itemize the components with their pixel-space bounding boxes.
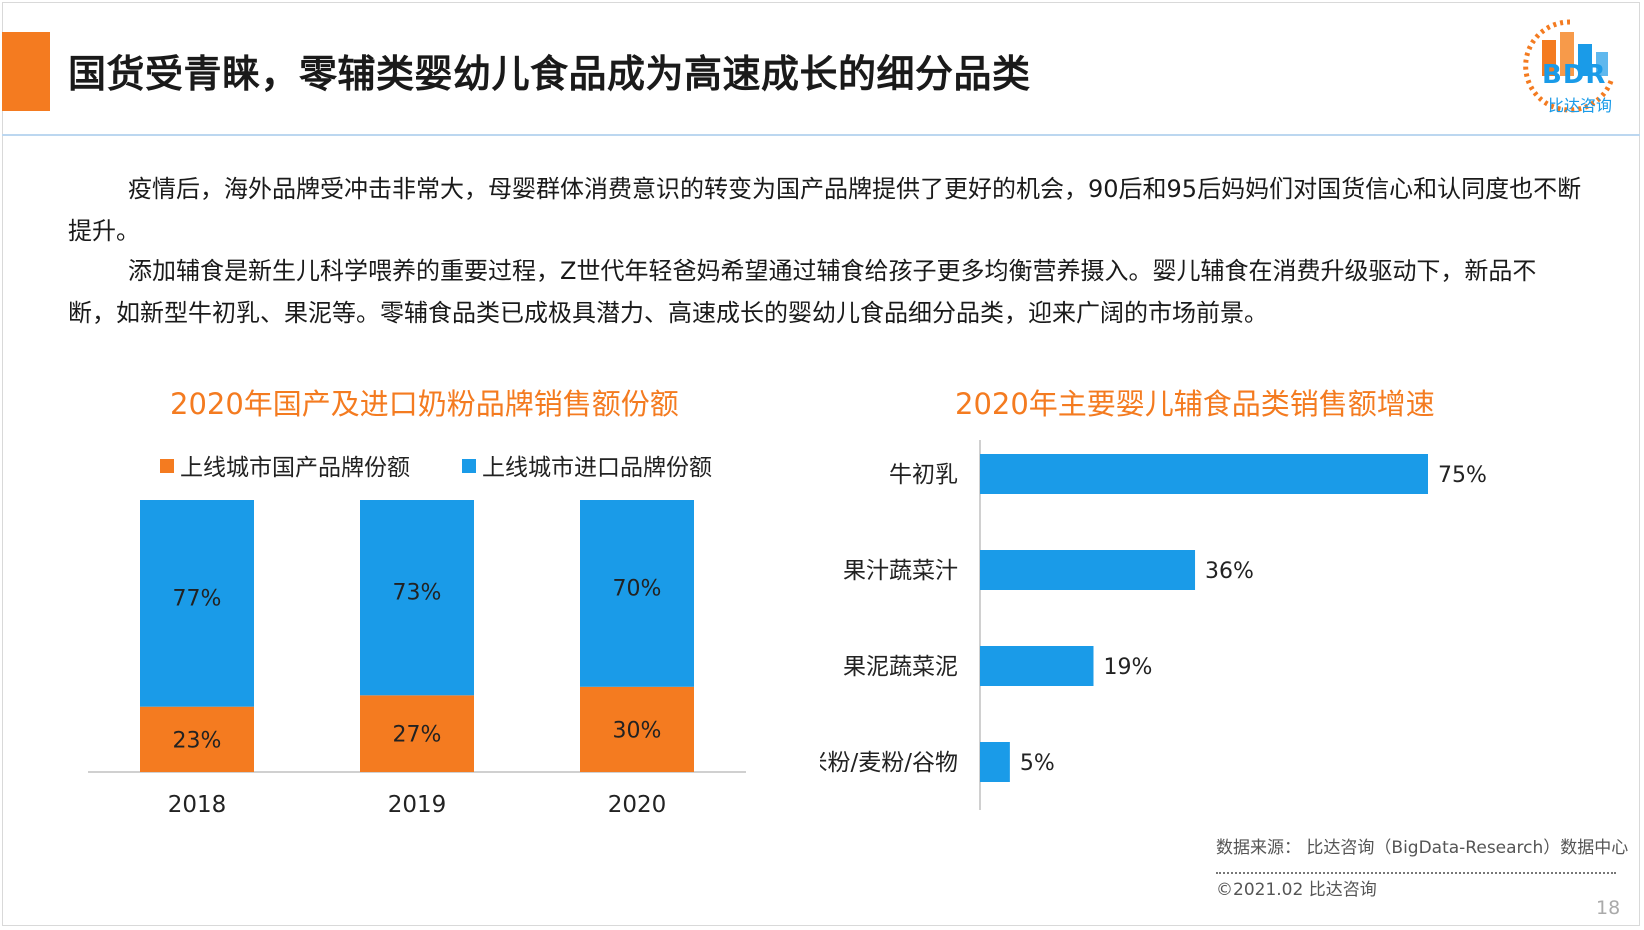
data-source-note: 数据来源： 比达咨询（BigData-Research）数据中心 [1216, 838, 1629, 858]
data-label: 23% [173, 728, 222, 753]
bar-growth-rate [980, 550, 1196, 590]
data-label: 77% [173, 586, 222, 611]
bar-import-share [360, 500, 474, 696]
logo-subtitle: 比达咨询 [1548, 96, 1613, 115]
bar-growth-rate [980, 646, 1094, 686]
title-accent-bar [2, 32, 50, 111]
page-number: 18 [1596, 897, 1621, 919]
legend-item-domestic: 上线城市国产品牌份额 [160, 452, 410, 484]
paragraph-text: 添加辅食是新生儿科学喂养的重要过程，Z世代年轻爸妈希望通过辅食给孩子更多均衡营养… [68, 257, 1537, 327]
bar-import-share [580, 500, 694, 687]
bar-domestic-share [580, 686, 694, 772]
x-tick-label: 2020 [608, 792, 667, 818]
bar-domestic-share [360, 695, 474, 772]
bdr-logo-icon [1523, 19, 1615, 113]
x-tick-label: 2018 [168, 792, 227, 818]
bar-growth-rate [980, 454, 1428, 494]
data-label: 27% [393, 723, 442, 748]
title-divider [2, 134, 1640, 136]
footer-divider [1216, 872, 1616, 874]
legend-label: 上线城市进口品牌份额 [482, 455, 712, 481]
y-tick-label: 牛初乳 [889, 462, 958, 488]
y-tick-label: 米粉/麦粉/谷物 [820, 750, 958, 776]
y-tick-label: 果泥蔬菜泥 [843, 654, 958, 680]
bar-domestic-share [140, 706, 254, 772]
left-chart-title: 2020年国产及进口奶粉品牌销售额份额 [170, 387, 679, 421]
data-label: 36% [1205, 559, 1254, 584]
x-tick-label: 2019 [388, 792, 447, 818]
data-label: 5% [1020, 751, 1055, 776]
stacked-bar-chart: 23% 77% 2018 27% 73% 2019 30% 70% 2020 [88, 500, 746, 818]
data-label: 30% [613, 718, 662, 743]
page-title: 国货受青睐，零辅类婴幼儿食品成为高速成长的细分品类 [68, 52, 1031, 96]
data-label: 19% [1103, 655, 1152, 680]
data-label: 73% [393, 581, 442, 606]
bar-import-share [140, 500, 254, 707]
y-tick-label: 果汁蔬菜汁 [843, 558, 958, 584]
body-paragraph-2: 添加辅食是新生儿科学喂养的重要过程，Z世代年轻爸妈希望通过辅食给孩子更多均衡营养… [68, 250, 1583, 334]
legend-label: 上线城市国产品牌份额 [180, 455, 410, 481]
legend-item-import: 上线城市进口品牌份额 [462, 452, 712, 484]
bar-growth-rate [980, 742, 1010, 782]
copyright-note: ©2021.02 比达咨询 [1216, 880, 1377, 900]
paragraph-text: 疫情后，海外品牌受冲击非常大，母婴群体消费意识的转变为国产品牌提供了更好的机会，… [68, 175, 1582, 245]
right-chart-title: 2020年主要婴儿辅食品类销售额增速 [955, 387, 1435, 421]
data-label: 75% [1438, 463, 1487, 488]
data-label: 70% [613, 576, 662, 601]
body-paragraph-1: 疫情后，海外品牌受冲击非常大，母婴群体消费意识的转变为国产品牌提供了更好的机会，… [68, 168, 1583, 252]
horizontal-bar-chart: 牛初乳 75% 果汁蔬菜汁 36% 果泥蔬菜泥 19% 米粉/麦粉/谷物 5% [820, 440, 1487, 810]
logo-mark: BDR [1542, 60, 1607, 90]
legend-swatch [160, 459, 174, 473]
legend-swatch [462, 459, 476, 473]
